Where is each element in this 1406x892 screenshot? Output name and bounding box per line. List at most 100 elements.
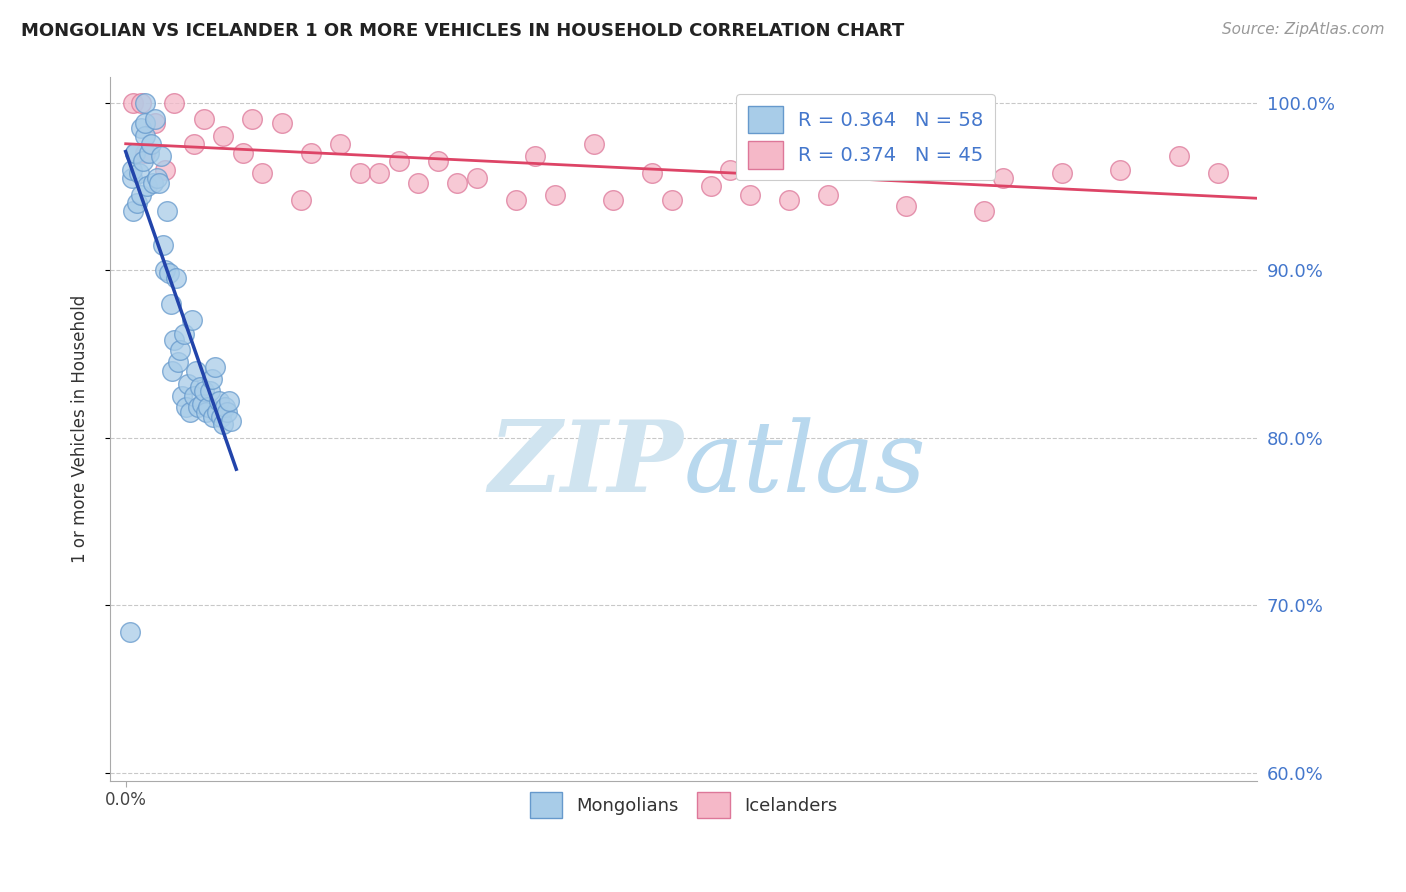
Point <box>208 393 231 408</box>
Text: Source: ZipAtlas.com: Source: ZipAtlas.com <box>1222 22 1385 37</box>
Point <box>894 199 917 213</box>
Point <box>738 187 761 202</box>
Point <box>162 363 184 377</box>
Point <box>184 363 207 377</box>
Point <box>232 145 254 160</box>
Point <box>197 401 219 415</box>
Point <box>661 193 683 207</box>
Point <box>134 145 156 160</box>
Point <box>446 176 468 190</box>
Point <box>465 170 488 185</box>
Point <box>121 162 143 177</box>
Point <box>797 145 820 160</box>
Point <box>134 116 156 130</box>
Point <box>207 405 229 419</box>
Point <box>177 376 200 391</box>
Y-axis label: 1 or more Vehicles in Household: 1 or more Vehicles in Household <box>72 295 89 564</box>
Point <box>136 179 159 194</box>
Point <box>426 154 449 169</box>
Point <box>193 384 215 398</box>
Point <box>1168 149 1191 163</box>
Point <box>134 129 156 144</box>
Point <box>153 263 176 277</box>
Point <box>181 313 204 327</box>
Point <box>202 410 225 425</box>
Point <box>179 405 201 419</box>
Point <box>212 129 235 144</box>
Point <box>602 193 624 207</box>
Point <box>159 296 181 310</box>
Point <box>242 112 264 127</box>
Point <box>122 204 145 219</box>
Point <box>209 410 232 425</box>
Point <box>152 238 174 252</box>
Point <box>165 271 187 285</box>
Point <box>134 95 156 110</box>
Point <box>198 384 221 398</box>
Point <box>148 176 170 190</box>
Point <box>582 137 605 152</box>
Point <box>142 176 165 190</box>
Point <box>183 389 205 403</box>
Point <box>188 380 211 394</box>
Point <box>174 401 197 415</box>
Point <box>368 166 391 180</box>
Point <box>190 397 212 411</box>
Point <box>138 145 160 160</box>
Legend: Mongolians, Icelanders: Mongolians, Icelanders <box>523 785 845 825</box>
Point <box>349 166 371 180</box>
Point <box>167 355 190 369</box>
Point <box>143 116 166 130</box>
Point <box>973 204 995 219</box>
Point <box>1050 166 1073 180</box>
Point <box>718 162 741 177</box>
Point <box>163 95 186 110</box>
Text: atlas: atlas <box>683 417 927 512</box>
Point <box>214 401 236 415</box>
Point <box>778 193 800 207</box>
Point <box>1206 166 1229 180</box>
Point <box>194 405 217 419</box>
Point <box>169 343 191 358</box>
Point <box>122 95 145 110</box>
Point <box>143 112 166 127</box>
Point <box>544 187 567 202</box>
Point <box>252 166 274 180</box>
Point <box>817 187 839 202</box>
Point <box>290 193 312 207</box>
Point <box>156 204 179 219</box>
Point <box>193 112 215 127</box>
Point <box>163 334 186 348</box>
Point <box>129 120 152 135</box>
Point <box>219 414 242 428</box>
Point <box>132 154 155 169</box>
Point <box>129 95 152 110</box>
Point <box>118 624 141 639</box>
Point <box>183 137 205 152</box>
Point <box>149 149 172 163</box>
Point <box>146 170 169 185</box>
Point <box>218 393 240 408</box>
Point <box>127 196 149 211</box>
Point <box>993 170 1015 185</box>
Point <box>172 389 194 403</box>
Point <box>1109 162 1132 177</box>
Point <box>128 166 150 180</box>
Point <box>388 154 411 169</box>
Point <box>212 417 235 432</box>
Point <box>505 193 527 207</box>
Point <box>124 145 146 160</box>
Point <box>129 187 152 202</box>
Text: MONGOLIAN VS ICELANDER 1 OR MORE VEHICLES IN HOUSEHOLD CORRELATION CHART: MONGOLIAN VS ICELANDER 1 OR MORE VEHICLE… <box>21 22 904 40</box>
Point <box>187 401 209 415</box>
Point <box>124 145 146 160</box>
Point <box>173 326 195 341</box>
Point <box>641 166 664 180</box>
Point <box>329 137 352 152</box>
Point <box>153 162 176 177</box>
Text: ZIP: ZIP <box>488 417 683 513</box>
Point <box>700 179 723 194</box>
Point <box>200 372 222 386</box>
Point <box>934 145 956 160</box>
Point <box>299 145 322 160</box>
